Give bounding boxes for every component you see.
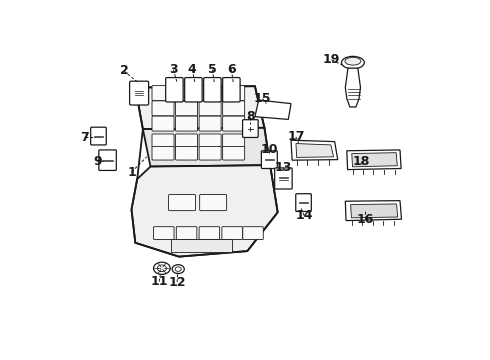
FancyBboxPatch shape <box>169 194 196 211</box>
Text: 13: 13 <box>275 161 292 174</box>
FancyBboxPatch shape <box>175 86 197 100</box>
Polygon shape <box>143 128 270 167</box>
FancyBboxPatch shape <box>222 77 240 102</box>
Polygon shape <box>131 165 278 257</box>
Polygon shape <box>291 140 338 160</box>
FancyBboxPatch shape <box>91 127 106 145</box>
Text: 19: 19 <box>323 53 341 66</box>
Text: 12: 12 <box>169 276 186 289</box>
Polygon shape <box>345 68 361 107</box>
Text: 1: 1 <box>127 166 136 179</box>
Text: 3: 3 <box>169 63 177 76</box>
FancyBboxPatch shape <box>243 227 263 239</box>
Text: 8: 8 <box>246 110 255 123</box>
Polygon shape <box>351 204 398 218</box>
FancyBboxPatch shape <box>152 116 174 131</box>
Polygon shape <box>135 86 265 129</box>
FancyBboxPatch shape <box>175 134 197 148</box>
FancyBboxPatch shape <box>199 116 221 131</box>
FancyBboxPatch shape <box>243 120 258 138</box>
Text: 4: 4 <box>188 63 196 76</box>
FancyBboxPatch shape <box>199 194 227 211</box>
FancyBboxPatch shape <box>176 227 197 239</box>
Text: 2: 2 <box>120 64 128 77</box>
Bar <box>172 239 232 252</box>
FancyBboxPatch shape <box>222 116 245 131</box>
FancyBboxPatch shape <box>152 101 174 116</box>
FancyBboxPatch shape <box>199 227 220 239</box>
FancyBboxPatch shape <box>129 81 148 105</box>
Text: 5: 5 <box>208 63 217 76</box>
Polygon shape <box>296 144 334 157</box>
FancyBboxPatch shape <box>296 194 311 211</box>
FancyBboxPatch shape <box>222 134 245 148</box>
FancyBboxPatch shape <box>175 147 197 160</box>
Text: 6: 6 <box>227 63 236 76</box>
FancyBboxPatch shape <box>261 151 277 168</box>
Polygon shape <box>347 150 401 170</box>
FancyBboxPatch shape <box>199 101 221 116</box>
FancyBboxPatch shape <box>175 101 197 116</box>
FancyBboxPatch shape <box>152 147 174 160</box>
Polygon shape <box>255 100 291 120</box>
FancyBboxPatch shape <box>204 77 221 102</box>
Text: 11: 11 <box>150 275 168 288</box>
FancyBboxPatch shape <box>175 116 197 131</box>
Text: 9: 9 <box>93 154 101 167</box>
FancyBboxPatch shape <box>222 147 245 160</box>
FancyBboxPatch shape <box>166 77 183 102</box>
Text: 7: 7 <box>80 131 89 144</box>
FancyBboxPatch shape <box>222 86 245 100</box>
FancyBboxPatch shape <box>199 86 221 100</box>
Text: 18: 18 <box>353 156 370 168</box>
FancyBboxPatch shape <box>199 134 221 148</box>
Text: 16: 16 <box>356 213 374 226</box>
FancyBboxPatch shape <box>222 101 245 116</box>
Polygon shape <box>345 201 401 221</box>
FancyBboxPatch shape <box>275 168 292 189</box>
Text: 14: 14 <box>295 209 313 222</box>
Ellipse shape <box>345 57 361 65</box>
Text: 15: 15 <box>254 92 271 105</box>
FancyBboxPatch shape <box>152 86 174 100</box>
FancyBboxPatch shape <box>152 134 174 148</box>
Text: 10: 10 <box>261 143 278 157</box>
FancyBboxPatch shape <box>222 227 243 239</box>
FancyBboxPatch shape <box>185 77 202 102</box>
FancyBboxPatch shape <box>153 227 174 239</box>
Polygon shape <box>352 153 397 167</box>
Text: 17: 17 <box>287 130 305 143</box>
FancyBboxPatch shape <box>199 147 221 160</box>
FancyBboxPatch shape <box>99 150 116 170</box>
Ellipse shape <box>342 57 364 69</box>
